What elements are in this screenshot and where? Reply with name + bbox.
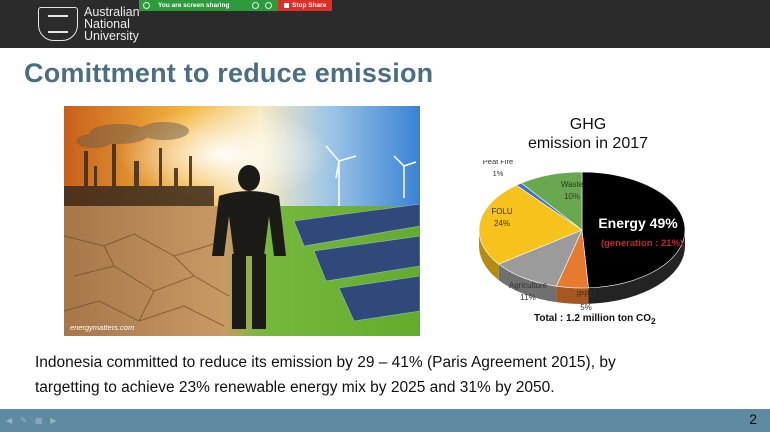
stop-icon — [284, 3, 289, 8]
slice-side-agriculture — [498, 264, 557, 303]
chart-total: Total : 1.2 million ton CO2 — [534, 313, 656, 326]
slice-side-ippu — [556, 286, 589, 304]
ippu-label: IPPU — [577, 290, 596, 299]
chart-title: GHG emission in 2017 — [488, 115, 688, 153]
chart-total-subscript: 2 — [651, 316, 656, 326]
share-status-bar: You are screen sharing — [139, 0, 278, 11]
screen-share-toolbar: You are screen sharing Stop Share — [139, 0, 333, 11]
logo-line-2: National — [84, 17, 130, 31]
stop-share-button[interactable]: Stop Share — [278, 0, 333, 11]
share-check-icon[interactable] — [265, 2, 272, 9]
folu-label: FOLU — [491, 207, 513, 216]
pen-icon[interactable]: ✎ — [20, 416, 27, 425]
energy-generation-label: (generation : 21%) — [601, 238, 683, 249]
chart-total-label: Total : 1.2 million ton CO — [534, 313, 652, 324]
slide-body-text: Indonesia committed to reduce its emissi… — [35, 350, 765, 400]
peat-fire-label: Peat Fire — [483, 160, 513, 166]
agriculture-value-label: 11% — [520, 293, 535, 302]
waste-value-label: 10% — [564, 192, 580, 201]
photo-credit: energymatters.com — [70, 323, 135, 332]
climate-photo — [64, 106, 420, 336]
ghg-pie-chart: Energy 49% (generation : 21%) IPPU 5% Agricu… — [478, 160, 686, 312]
top-bar: Australian National University You are s… — [0, 0, 770, 48]
stop-share-label: Stop Share — [292, 2, 327, 9]
share-status-text: You are screen sharing — [158, 2, 230, 9]
crest-icon — [38, 7, 78, 41]
pause-share-icon[interactable] — [252, 2, 259, 9]
logo-line-1: Australian — [84, 5, 140, 19]
agriculture-label: Agriculture — [509, 281, 548, 290]
logo-line-3: University — [84, 29, 139, 43]
waste-label: Waste — [561, 180, 584, 189]
slice-waste — [520, 171, 583, 231]
previous-slide-icon[interactable]: ◀ — [6, 416, 13, 425]
body-line-2: targetting to achieve 23% renewable ener… — [35, 379, 555, 396]
slice-folu — [478, 184, 583, 265]
slice-energy — [581, 171, 686, 289]
slides-grid-icon[interactable]: ▦ — [34, 416, 43, 425]
folu-value-label: 24% — [494, 219, 510, 228]
slice-agriculture — [498, 229, 583, 287]
body-line-1: Indonesia committed to reduce its emissi… — [35, 354, 616, 371]
peat-fire-value-label: 1% — [493, 169, 504, 178]
chart-title-line-1: GHG — [569, 116, 607, 133]
chart-title-line-2: emission in 2017 — [527, 135, 649, 152]
share-grip-icon[interactable] — [143, 2, 150, 9]
slide-controls: ◀ ✎ ▦ ▶ — [6, 416, 57, 425]
energy-value-label: Energy 49% — [598, 215, 678, 231]
page-number: 2 — [749, 411, 757, 427]
next-slide-icon[interactable]: ▶ — [50, 416, 57, 425]
ippu-value-label: 5% — [580, 303, 592, 312]
slide-title: Comittment to reduce emission — [24, 58, 434, 88]
anu-logo: Australian National University — [38, 6, 140, 42]
bottom-bar: ◀ ✎ ▦ ▶ 2 — [0, 409, 770, 432]
logo-wordmark: Australian National University — [84, 5, 140, 43]
